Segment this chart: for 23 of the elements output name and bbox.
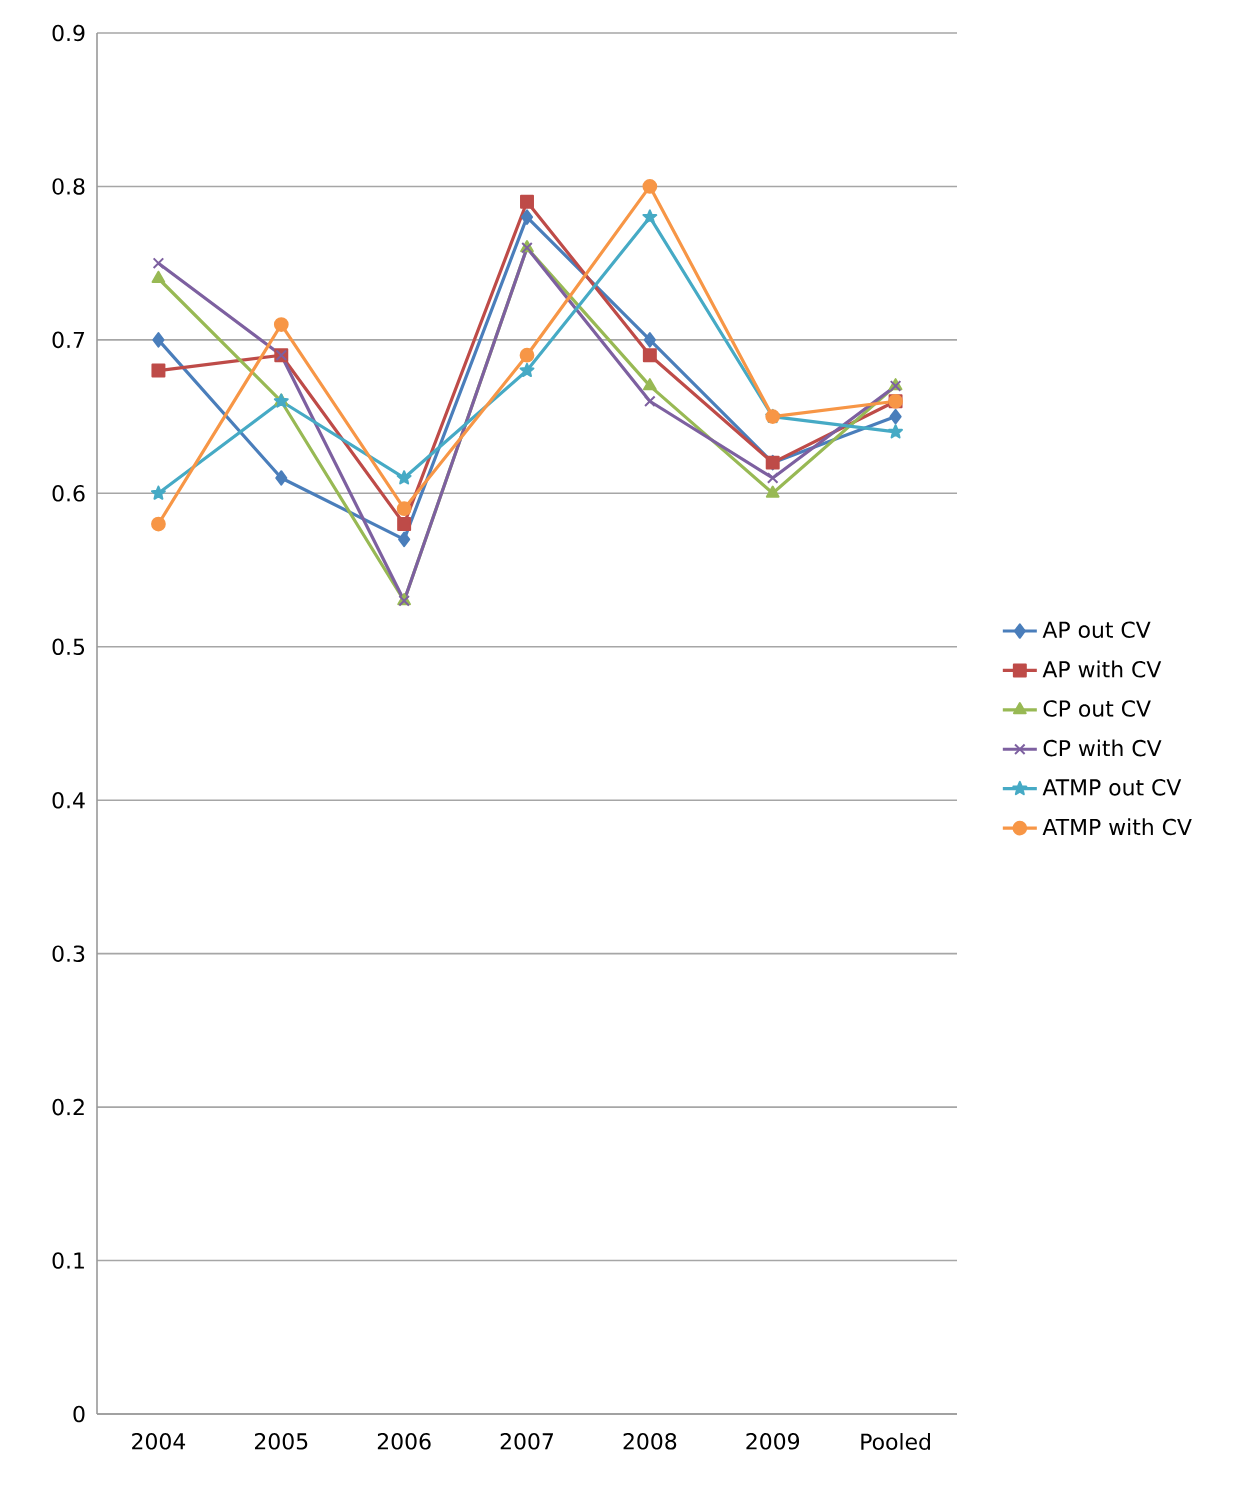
y-tick-label: 0.5 (52, 638, 85, 656)
y-tick-label: 0.4 (52, 791, 85, 809)
x-tick-label: 2005 (254, 1433, 308, 1450)
y-tick-label: 0.9 (52, 24, 85, 42)
legend-label: CP out CV (1043, 700, 1151, 717)
x-tick-label: 2004 (132, 1433, 186, 1450)
x-tick-label: 2009 (746, 1433, 800, 1450)
x-tick-label: 2006 (377, 1433, 431, 1450)
y-tick-label: 0.2 (52, 1098, 84, 1116)
x-tick-label: 2007 (500, 1433, 553, 1450)
y-tick-label: 0.1 (52, 1252, 84, 1269)
legend-label: CP with CV (1043, 739, 1162, 757)
legend-label: AP out CV (1042, 621, 1151, 638)
x-tick-label: 2008 (623, 1433, 677, 1450)
y-tick-label: 0 (73, 1405, 85, 1423)
legend-label: ATMP with CV (1042, 818, 1192, 836)
y-tick-label: 0.7 (52, 331, 85, 349)
y-tick-label: 0.6 (52, 485, 85, 502)
legend-label: ATMP out CV (1042, 779, 1182, 796)
legend-label: AP with CV (1042, 660, 1162, 678)
y-tick-label: 0.8 (52, 178, 85, 195)
x-tick-label: Pooled (861, 1433, 930, 1450)
y-tick-label: 0.3 (52, 945, 85, 962)
